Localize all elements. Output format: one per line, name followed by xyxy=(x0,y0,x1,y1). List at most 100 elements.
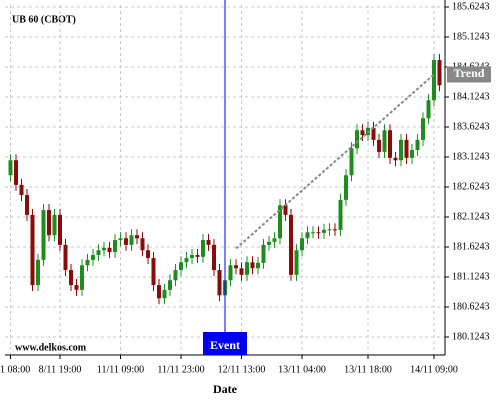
candle-body xyxy=(388,130,392,158)
candle-body xyxy=(74,285,79,290)
candle-body xyxy=(228,265,233,281)
candle-body xyxy=(382,130,387,152)
y-tick-label: 182.6243 xyxy=(452,181,490,192)
trend-label-box xyxy=(447,66,491,83)
chart-title: UB 60 (CBOT) xyxy=(12,14,76,25)
candle-body xyxy=(135,235,139,239)
candle-body xyxy=(14,160,18,185)
candle-body xyxy=(289,214,293,275)
candle-body xyxy=(256,262,260,269)
candle-body xyxy=(63,244,68,271)
y-tick-label: 182.1243 xyxy=(452,211,490,222)
candle-body xyxy=(179,262,183,271)
candle-body xyxy=(184,258,189,263)
x-tick-label: 14/11 09:00 xyxy=(410,364,458,375)
candle-body xyxy=(234,265,238,269)
candle-body xyxy=(36,259,40,286)
candle-body xyxy=(206,240,211,245)
candle-body xyxy=(338,199,343,230)
candle-body xyxy=(399,139,403,161)
candle-body xyxy=(316,232,321,234)
candle-body xyxy=(432,60,436,101)
candle-body xyxy=(212,244,216,271)
candle-body xyxy=(140,238,145,251)
candle-body xyxy=(30,214,35,286)
candle-body xyxy=(118,238,123,241)
candle-body xyxy=(327,229,332,231)
candle-body xyxy=(146,250,150,259)
y-tick-label: 184.1243 xyxy=(452,91,490,102)
candle-body xyxy=(151,258,156,286)
candle-body xyxy=(360,130,365,136)
candle-body xyxy=(102,247,106,251)
candle-body xyxy=(355,130,359,149)
candle-body xyxy=(190,255,194,259)
candle-body xyxy=(410,150,414,158)
candle-body xyxy=(426,100,431,119)
candle-body xyxy=(58,214,62,245)
candle-body xyxy=(404,139,409,158)
x-tick-label: 1 08:00 xyxy=(0,364,30,375)
candle-body xyxy=(239,268,244,275)
candle-body xyxy=(96,250,101,256)
candle-body xyxy=(278,205,282,239)
event-label: Event xyxy=(210,338,240,352)
candle-body xyxy=(245,262,249,275)
candle-body xyxy=(333,229,337,231)
x-axis-title: Date xyxy=(213,382,238,396)
candle-body xyxy=(47,210,51,236)
candle-body xyxy=(80,265,84,290)
candle-body xyxy=(311,232,315,234)
trend-line xyxy=(235,73,435,250)
candle-body xyxy=(195,255,200,257)
candle-body xyxy=(300,238,304,251)
x-tick-label: 11/11 23:00 xyxy=(157,364,204,375)
candle-body xyxy=(85,259,90,266)
candle-body xyxy=(415,139,420,151)
trend-label: Trend xyxy=(454,66,485,80)
candle-body xyxy=(344,175,348,200)
candle-body xyxy=(52,214,57,236)
candle-body xyxy=(272,238,277,242)
candle-body xyxy=(129,235,134,245)
candle-body xyxy=(107,247,112,253)
candle-body xyxy=(261,244,266,263)
candle-body xyxy=(349,148,354,176)
candle-body xyxy=(283,205,288,215)
x-tick-label: 11/11 09:00 xyxy=(97,364,144,375)
y-tick-label: 180.6243 xyxy=(452,301,490,312)
candle-body xyxy=(267,241,271,245)
y-tick-label: 180.1243 xyxy=(452,331,490,342)
y-tick-label: 185.1243 xyxy=(452,31,490,42)
candle-body xyxy=(371,127,376,140)
candle-body xyxy=(437,60,442,86)
x-tick-label: 13/11 18:00 xyxy=(344,364,392,375)
candle-body xyxy=(393,157,398,161)
candle-body xyxy=(322,229,326,233)
event-label-box xyxy=(203,332,247,355)
candle-body xyxy=(41,210,46,260)
candle-body xyxy=(157,285,161,299)
candle-body xyxy=(113,240,117,253)
y-tick-label: 183.1243 xyxy=(452,151,490,162)
y-tick-label: 185.6243 xyxy=(452,1,490,12)
y-tick-label: 181.6243 xyxy=(452,241,490,252)
candle-body xyxy=(25,195,29,215)
candle-body xyxy=(421,118,425,140)
x-tick-label: 8/11 19:00 xyxy=(39,364,82,375)
candle-body xyxy=(217,270,222,296)
candle-body xyxy=(8,160,13,176)
y-tick-label: 181.1243 xyxy=(452,271,490,282)
candle-body xyxy=(69,270,73,286)
candle-body xyxy=(168,280,172,290)
candle-body xyxy=(377,139,381,152)
watermark: www.delkos.com xyxy=(15,342,87,353)
x-tick-label: 12/11 13:00 xyxy=(218,364,266,375)
candle-body xyxy=(19,184,24,196)
candle-body xyxy=(124,238,128,245)
y-tick-label: 183.6243 xyxy=(452,121,490,132)
candle-body xyxy=(250,262,255,269)
candle-body xyxy=(91,255,95,260)
